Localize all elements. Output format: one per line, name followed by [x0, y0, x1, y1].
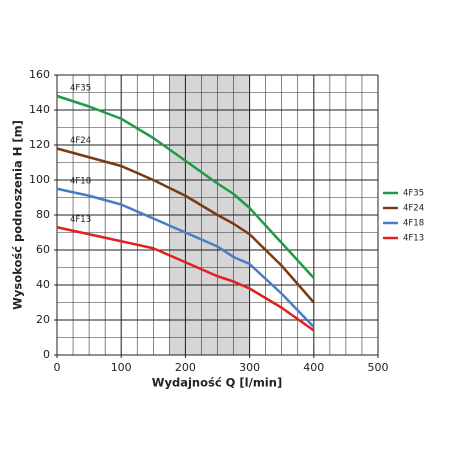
series-label: 4F18	[70, 176, 91, 186]
y-tick-label: 40	[36, 278, 50, 291]
series-line	[56, 94, 315, 279]
legend-label: 4F24	[403, 204, 424, 214]
y-tick-label: 100	[29, 173, 50, 186]
y-tick-label: 0	[43, 348, 50, 361]
y-tick-label: 160	[29, 68, 50, 81]
x-tick-label: 500	[368, 361, 389, 374]
series-label: 4F13	[70, 215, 91, 225]
legend-label: 4F18	[403, 219, 424, 229]
series-line	[56, 187, 315, 328]
y-tick-label: 20	[36, 313, 50, 326]
x-tick-label: 0	[54, 361, 61, 374]
legend-label: 4F35	[403, 189, 424, 199]
x-tick-label: 200	[175, 361, 196, 374]
series-label: 4F35	[70, 84, 91, 94]
x-tick-label: 100	[111, 361, 132, 374]
y-tick-label: 140	[29, 103, 50, 116]
x-tick-label: 400	[303, 361, 324, 374]
x-tick-label: 300	[239, 361, 260, 374]
y-tick-label: 60	[36, 243, 50, 256]
y-tick-label: 120	[29, 138, 50, 151]
x-axis-label: Wydajność Q [l/min]	[152, 376, 282, 390]
series-label: 4F24	[70, 136, 91, 146]
legend-label: 4F13	[403, 234, 424, 244]
series-line	[56, 147, 315, 304]
y-axis-label: Wysokość podnoszenia H [m]	[11, 120, 25, 310]
y-tick-label: 80	[36, 208, 50, 221]
series-line	[56, 226, 315, 332]
